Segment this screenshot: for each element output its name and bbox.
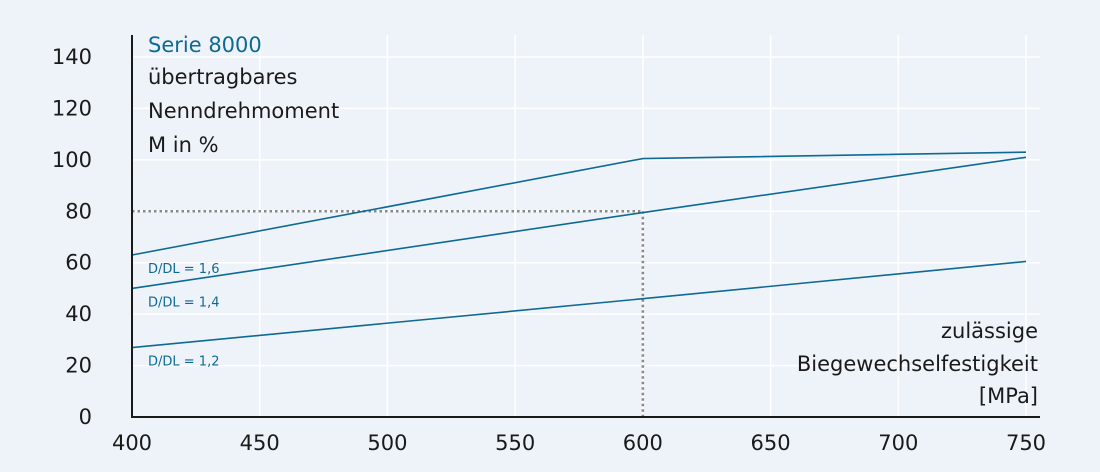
series-line-3 — [131, 260, 1027, 349]
y-axis-label-line-2: Nenndrehmoment — [148, 99, 339, 123]
series-lines — [131, 151, 1027, 349]
series-label-3: D/DL = 1,2 — [148, 355, 219, 370]
reference-lines — [132, 210, 645, 417]
y-axis-label-line-1: übertragbares — [148, 65, 298, 89]
y-tick-label: 20 — [65, 354, 92, 378]
series-label-2: D/DL = 1,4 — [148, 295, 219, 310]
axes — [131, 35, 1040, 418]
chart-title: Serie 8000 — [148, 33, 262, 57]
x-tick-label: 650 — [751, 431, 791, 455]
x-tick-label: 500 — [367, 431, 407, 455]
tick-labels: 400 450 500 550 600 650 700 750 0 20 40 60 80 100 120 1… — [52, 45, 1046, 455]
y-tick-label: 80 — [65, 199, 92, 223]
series-line-2 — [131, 156, 1027, 290]
y-tick-label: 60 — [65, 251, 92, 275]
series-label-1: D/DL = 1,6 — [148, 262, 219, 277]
grid — [132, 35, 1040, 417]
y-axis-label-line-3: M in % — [148, 133, 219, 157]
y-tick-label: 140 — [52, 45, 92, 69]
series-labels: D/DL = 1,6 D/DL = 1,4 D/DL = 1,2 — [148, 262, 219, 370]
y-tick-label: 0 — [79, 405, 92, 429]
y-tick-label: 100 — [52, 148, 92, 172]
x-axis-label-line-3: [MPa] — [979, 384, 1038, 408]
series-line-1 — [131, 151, 1027, 256]
x-tick-label: 400 — [112, 431, 152, 455]
x-tick-label: 600 — [623, 431, 663, 455]
x-axis-label-line-1: zulässige — [941, 319, 1038, 343]
x-tick-label: 550 — [495, 431, 535, 455]
y-tick-label: 40 — [65, 302, 92, 326]
y-tick-label: 120 — [52, 96, 92, 120]
x-axis-label-line-2: Biegewechselfestigkeit — [797, 352, 1038, 376]
x-tick-label: 750 — [1006, 431, 1046, 455]
x-tick-label: 700 — [878, 431, 918, 455]
x-tick-label: 450 — [240, 431, 280, 455]
